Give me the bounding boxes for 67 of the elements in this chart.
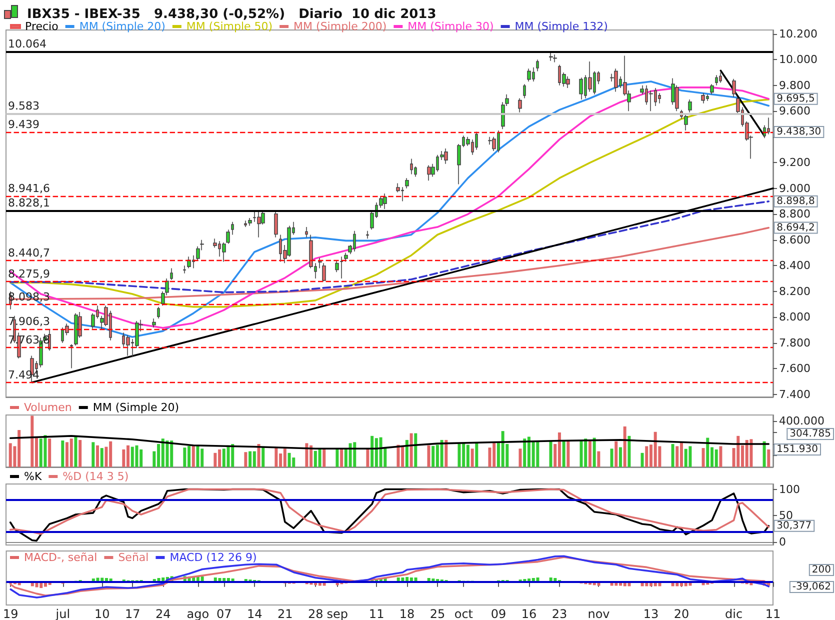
y-tick-label: 7.400 xyxy=(779,388,810,401)
text: 304.785 xyxy=(790,428,832,440)
x-tick-label: oct xyxy=(454,607,474,620)
y-tick-label: 50 xyxy=(779,509,793,522)
y-tick-label: 7.800 xyxy=(779,336,810,350)
legend-label: MM (Simple 200) xyxy=(294,20,387,33)
legend-label: MM (Simple 50) xyxy=(186,20,273,33)
legend-label: %D (14 3 5) xyxy=(62,470,129,483)
y-tick-label: 100 xyxy=(779,482,800,496)
y-tick-label: 8.600 xyxy=(779,233,810,246)
legend-label: MACD (12 26 9) xyxy=(170,551,257,564)
x-tick-label: 11 xyxy=(765,607,781,620)
y-tick-label: 9.200 xyxy=(779,156,810,170)
y-tick-label: 8.400 xyxy=(779,259,810,272)
legend-label: MM (Simple 20) xyxy=(92,401,180,414)
x-tick-label: 16 xyxy=(521,607,537,620)
legend-label: %K xyxy=(24,470,42,483)
y-tick-label: 9.600 xyxy=(779,104,810,118)
ref-line-label: 9.583 xyxy=(8,99,40,112)
x-tick-label: 25 xyxy=(430,607,446,620)
x-tick-label: 23 xyxy=(552,607,568,620)
ref-line-label: 9.439 xyxy=(8,118,40,131)
y-tick-label: 8.200 xyxy=(779,284,810,298)
x-tick-label: 28 xyxy=(308,607,324,620)
ref-line-label: 8.440,7 xyxy=(8,246,50,260)
legend-label: MM (Simple 20) xyxy=(79,20,166,33)
annotation: 9.438,30 xyxy=(776,126,822,138)
annotation: 9.695,5 xyxy=(776,93,815,104)
y-tick-label: 7.600 xyxy=(779,362,810,376)
x-tick-label: 13 xyxy=(643,607,659,620)
text: 200 xyxy=(812,564,832,576)
y-tick-label: 400.000 xyxy=(779,414,824,428)
legend-label: MACD-, señal xyxy=(24,551,98,564)
y-tick-label: 10.000 xyxy=(779,53,818,66)
legend-label: Precio xyxy=(25,20,59,33)
ref-line-label: 8.941,6 xyxy=(8,182,50,195)
annotation: 8.898,8 xyxy=(776,196,815,207)
y-tick-label: 8.800 xyxy=(779,208,810,221)
x-tick-label: 19 xyxy=(2,607,18,620)
ref-line-label: 10.064 xyxy=(8,37,46,50)
x-tick-label: nov xyxy=(588,607,610,620)
annotation: 30,377 xyxy=(776,520,812,532)
legend-label: Señal xyxy=(118,551,149,564)
text: -39,062 xyxy=(792,582,832,592)
chart-title: IBX35 - IBEX-35 9.438,30 (-0,52%) Diario 10 dic 2013 xyxy=(27,7,436,22)
x-tick-label: 18 xyxy=(399,607,415,620)
legend-label: MM (Simple 30) xyxy=(408,20,494,33)
y-tick-label: 8.000 xyxy=(779,310,810,324)
annotation: 8.694,2 xyxy=(776,222,815,234)
x-tick-label: 21 xyxy=(277,607,293,620)
x-tick-label: 20 xyxy=(674,607,690,620)
x-tick-label: dic xyxy=(725,607,743,620)
x-tick-label: 10 xyxy=(94,607,110,620)
y-tick-label: 9.000 xyxy=(779,182,810,195)
x-tick-label: 07 xyxy=(216,607,232,620)
legend-label: MM (Simple 132) xyxy=(514,20,608,33)
y-tick-label: 10.200 xyxy=(779,27,818,40)
x-tick-label: 24 xyxy=(155,607,171,620)
legend-label: Volumen xyxy=(24,401,72,414)
x-tick-label: 11 xyxy=(368,607,384,620)
x-tick-label: 17 xyxy=(124,607,140,620)
annotation: 151.930 xyxy=(776,444,818,455)
x-tick-label: 09 xyxy=(490,607,506,620)
y-tick-label: 0 xyxy=(779,535,786,548)
ref-line-label: 8.828,1 xyxy=(8,196,50,210)
y-tick-label: 9.800 xyxy=(779,78,810,92)
x-tick-label: 14 xyxy=(246,607,262,620)
